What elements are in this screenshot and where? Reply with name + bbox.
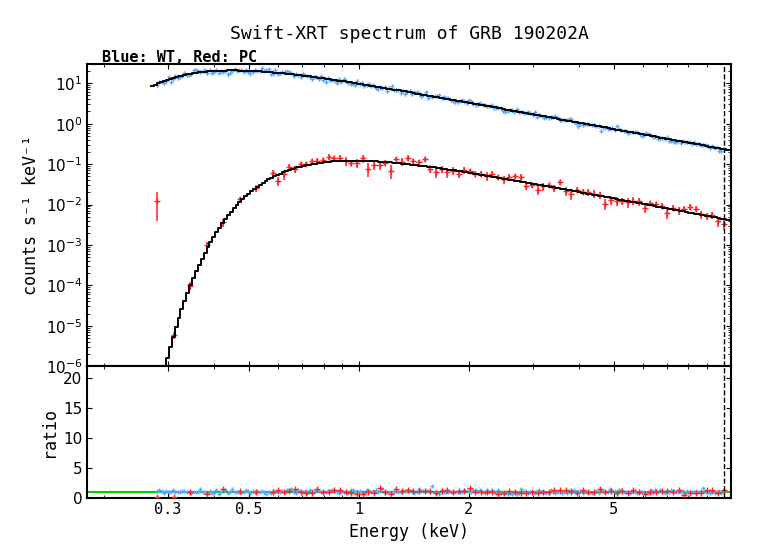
X-axis label: Energy (keV): Energy (keV) [349, 523, 469, 541]
Y-axis label: ratio: ratio [39, 407, 58, 457]
Text: Swift-XRT spectrum of GRB 190202A: Swift-XRT spectrum of GRB 190202A [230, 25, 589, 43]
Text: Blue: WT, Red: PC: Blue: WT, Red: PC [102, 50, 258, 65]
Y-axis label: counts s⁻¹ keV⁻¹: counts s⁻¹ keV⁻¹ [22, 135, 40, 295]
